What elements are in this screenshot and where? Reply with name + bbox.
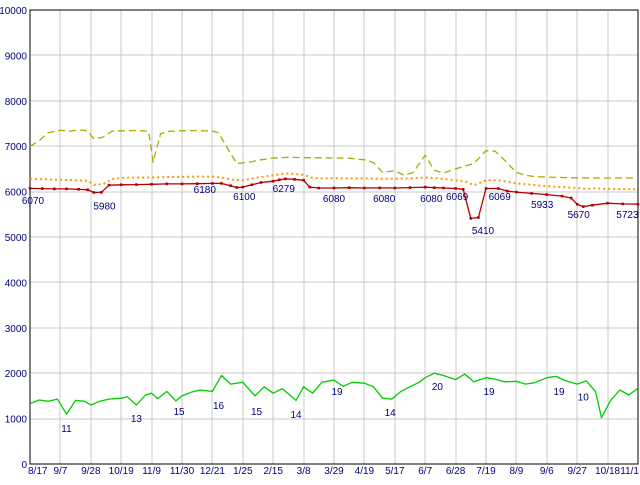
x-tick-label: 8/9	[509, 466, 523, 477]
point-label: 6080	[323, 194, 346, 205]
point-label: 14	[385, 408, 397, 419]
x-tick-label: 7/19	[476, 466, 496, 477]
x-tick-label: 4/19	[355, 466, 375, 477]
y-tick-label: 9000	[5, 51, 28, 62]
x-axis-labels: 8/17 9/7 9/28 10/19 11/9 11/30 12/21 1/25 2/15 3/…	[28, 466, 639, 477]
x-tick-label: 12/21	[200, 466, 225, 477]
x-tick-label: 8/17	[28, 466, 48, 477]
series-upper-dashed-olive	[29, 129, 638, 179]
y-tick-label: 7000	[5, 142, 28, 153]
y-tick-label: 2000	[5, 369, 28, 380]
point-label: 5980	[93, 202, 116, 213]
y-tick-label: 5000	[5, 233, 28, 244]
y-tick-label: 0	[21, 460, 27, 471]
point-label: 14	[290, 410, 302, 421]
point-label: 20	[432, 382, 444, 393]
x-tick-label: 9/6	[540, 466, 554, 477]
point-label: 5933	[531, 200, 554, 211]
point-label: 19	[331, 387, 343, 398]
y-axis-labels: 1000090008000700060005000400030002000100…	[0, 6, 27, 471]
point-label: 16	[213, 401, 225, 412]
x-tick-label: 1/25	[233, 466, 253, 477]
x-tick-label: 6/28	[446, 466, 466, 477]
point-label: 15	[251, 407, 263, 418]
y-tick-label: 10000	[0, 6, 27, 17]
point-label: 5410	[472, 226, 495, 237]
point-label: 6069	[489, 192, 512, 203]
point-label: 6080	[420, 194, 443, 205]
point-label: 6279	[273, 184, 296, 195]
x-tick-label: 10/19	[109, 466, 134, 477]
x-tick-label: 9/27	[567, 466, 587, 477]
y-tick-label: 6000	[5, 188, 28, 199]
plot-frame	[29, 9, 639, 465]
x-tick-label: 10/18	[595, 466, 620, 477]
x-tick-label: 9/28	[81, 466, 101, 477]
point-label: 6180	[194, 185, 217, 196]
point-label: 13	[131, 414, 143, 425]
x-tick-label: 9/7	[53, 466, 67, 477]
x-tick-label: 6/7	[418, 466, 432, 477]
point-label: 11	[61, 424, 72, 435]
y-tick-label: 1000	[5, 415, 28, 426]
point-label: 5723	[616, 210, 639, 221]
series-mid-dotted-orange	[29, 172, 639, 191]
point-label: 6100	[233, 192, 256, 203]
y-tick-label: 4000	[5, 278, 28, 289]
series-main-dark-red	[28, 177, 640, 220]
point-label: 10	[578, 393, 590, 404]
point-label: 15	[173, 407, 185, 418]
series-markers-main-dark-red	[28, 177, 640, 220]
point-label: 6070	[22, 196, 45, 207]
x-tick-label: 11/1	[620, 466, 639, 477]
x-tick-label: 2/15	[263, 466, 283, 477]
series-lower-green	[29, 372, 639, 419]
x-tick-label: 3/8	[297, 466, 311, 477]
x-tick-label: 11/30	[170, 466, 195, 477]
x-tick-label: 11/9	[142, 466, 161, 477]
x-tick-label: 5/17	[385, 466, 405, 477]
point-label: 19	[483, 387, 495, 398]
grid-lines	[30, 10, 638, 464]
x-tick-label: 3/29	[324, 466, 344, 477]
point-label: 6080	[373, 194, 396, 205]
y-tick-label: 3000	[5, 324, 28, 335]
point-label: 19	[553, 387, 565, 398]
point-label: 6069	[446, 192, 469, 203]
y-tick-label: 8000	[5, 97, 28, 108]
point-label: 5670	[568, 210, 591, 221]
